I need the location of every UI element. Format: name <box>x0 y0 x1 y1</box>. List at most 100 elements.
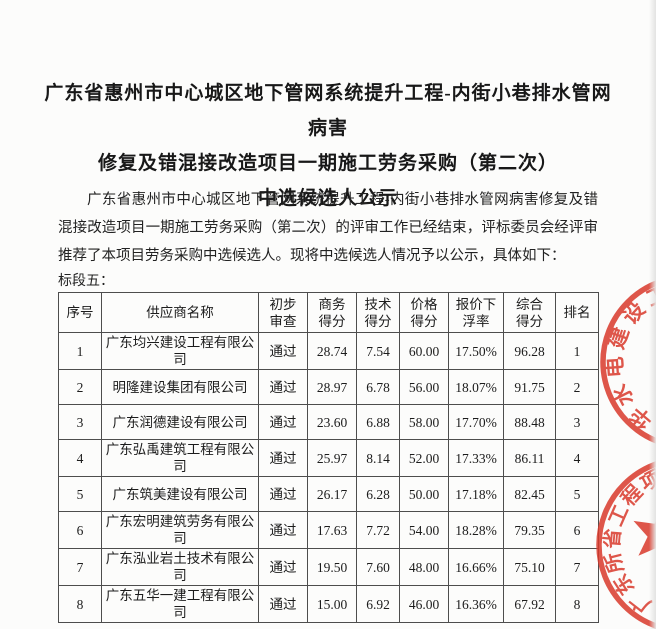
title-line-1: 广东省惠州市中心城区地下管网系统提升工程-内街小巷排水管网病害 <box>44 83 612 139</box>
cell-technical: 6.78 <box>356 369 400 405</box>
cell-supplier: 广东均兴建设工程有限公司 <box>101 332 259 370</box>
table-header-row: 序号 供应商名称 初步 审查 商务 得分 技术 得分 价格 得分 报价下 浮率 综合 得分 … <box>58 292 599 333</box>
cell-rank: 2 <box>555 369 599 405</box>
title-line-3: 中选候选人公示 <box>257 188 398 209</box>
svg-text:省: 省 <box>600 528 625 551</box>
cell-supplier: 广东筑美建设有限公司 <box>101 476 259 512</box>
cell-review: 通过 <box>258 439 308 477</box>
announcement-body: 广东省惠州市中心城区地下管网系统提升工程-内街小巷排水管网病害修复及错混接改造项… <box>58 192 598 264</box>
svg-text:东: 东 <box>608 570 639 600</box>
cell-review: 通过 <box>258 332 308 370</box>
svg-text:程: 程 <box>617 480 647 510</box>
svg-text:水: 水 <box>607 379 638 409</box>
table-row: 2 明隆建设集团有限公司 通过 28.97 6.78 56.00 18.07% … <box>58 369 599 405</box>
table-row: 8 广东五华一建工程有限公司 通过 15.00 6.92 46.00 16.36… <box>58 585 599 623</box>
header-rank: 排名 <box>555 292 599 333</box>
header-total-score: 综合 得分 <box>503 292 556 333</box>
cell-review: 通过 <box>258 548 308 586</box>
results-table: 序号 供应商名称 初步 审查 商务 得分 技术 得分 价格 得分 报价下 浮率 综合 得分 … <box>58 292 599 623</box>
cell-review: 通过 <box>258 511 308 549</box>
cell-no: 1 <box>58 332 102 370</box>
cell-business: 19.50 <box>307 548 357 586</box>
cell-supplier: 广东泓业岩土技术有限公司 <box>101 548 259 586</box>
cell-price: 48.00 <box>399 548 449 586</box>
table-row: 1 广东均兴建设工程有限公司 通过 28.74 7.54 60.00 17.50… <box>58 332 599 370</box>
cell-technical: 7.60 <box>356 548 400 586</box>
header-discount-rate: 报价下 浮率 <box>448 292 504 333</box>
header-price-score: 价格 得分 <box>399 292 449 333</box>
cell-price: 52.00 <box>399 439 449 477</box>
cell-business: 17.63 <box>307 511 357 549</box>
cell-no: 5 <box>58 476 102 512</box>
cell-total: 91.75 <box>503 369 556 405</box>
cell-price: 60.00 <box>399 332 449 370</box>
document-title: 广东省惠州市中心城区地下管网系统提升工程-内街小巷排水管网病害 修复及错混接改造… <box>40 76 616 216</box>
header-technical-score: 技术 得分 <box>356 292 400 333</box>
svg-text:设: 设 <box>618 297 650 329</box>
table-row: 6 广东宏明建筑劳务有限公司 通过 17.63 7.72 54.00 18.28… <box>58 511 599 549</box>
cell-discount: 17.50% <box>448 332 504 370</box>
cell-business: 28.74 <box>307 332 357 370</box>
cell-price: 58.00 <box>399 404 449 440</box>
header-review: 初步 审查 <box>258 292 308 333</box>
header-supplier: 供应商名称 <box>101 292 259 333</box>
cell-no: 2 <box>58 369 102 405</box>
cell-supplier: 明隆建设集团有限公司 <box>101 369 259 405</box>
cell-technical: 6.88 <box>356 404 400 440</box>
cell-supplier: 广东宏明建筑劳务有限公司 <box>101 511 259 549</box>
cell-discount: 16.66% <box>448 548 504 586</box>
cell-price: 50.00 <box>399 476 449 512</box>
cell-technical: 7.54 <box>356 332 400 370</box>
cell-total: 79.35 <box>503 511 556 549</box>
cell-business: 26.17 <box>307 476 357 512</box>
cell-no: 8 <box>58 585 102 623</box>
cell-discount: 17.70% <box>448 404 504 440</box>
scan-edge <box>649 0 656 629</box>
svg-text:工: 工 <box>605 502 633 529</box>
cell-rank: 6 <box>555 511 599 549</box>
cell-discount: 18.28% <box>448 511 504 549</box>
cell-business: 15.00 <box>307 585 357 623</box>
cell-review: 通过 <box>258 369 308 405</box>
cell-no: 4 <box>58 439 102 477</box>
cell-total: 75.10 <box>503 548 556 586</box>
cell-no: 3 <box>58 404 102 440</box>
cell-technical: 7.72 <box>356 511 400 549</box>
cell-rank: 5 <box>555 476 599 512</box>
cell-business: 25.97 <box>307 439 357 477</box>
svg-text:建: 建 <box>604 324 634 352</box>
svg-text:所: 所 <box>601 550 628 575</box>
cell-supplier: 广东弘禹建筑工程有限公司 <box>101 439 259 477</box>
cell-discount: 18.07% <box>448 369 504 405</box>
cell-technical: 6.28 <box>356 476 400 512</box>
cell-discount: 17.18% <box>448 476 504 512</box>
section-label: 标段五： <box>58 274 114 289</box>
title-line-2: 修复及错混接改造项目一期施工劳务采购（第二次） <box>97 153 558 174</box>
cell-total: 67.92 <box>503 585 556 623</box>
table-row: 3 广东润德建设有限公司 通过 23.60 6.88 58.00 17.70% … <box>58 404 599 440</box>
table-row: 4 广东弘禹建筑工程有限公司 通过 25.97 8.14 52.00 17.33… <box>58 439 599 477</box>
table-row: 5 广东筑美建设有限公司 通过 26.17 6.28 50.00 17.18% … <box>58 476 599 512</box>
cell-total: 96.28 <box>503 332 556 370</box>
cell-rank: 4 <box>555 439 599 477</box>
cell-review: 通过 <box>258 476 308 512</box>
cell-technical: 6.92 <box>356 585 400 623</box>
cell-supplier: 广东润德建设有限公司 <box>101 404 259 440</box>
table-row: 7 广东泓业岩土技术有限公司 通过 19.50 7.60 48.00 16.66… <box>58 548 599 586</box>
cell-business: 28.97 <box>307 369 357 405</box>
svg-text:电: 电 <box>602 356 627 379</box>
cell-price: 46.00 <box>399 585 449 623</box>
cell-technical: 8.14 <box>356 439 400 477</box>
cell-business: 23.60 <box>307 404 357 440</box>
cell-review: 通过 <box>258 404 308 440</box>
cell-total: 86.11 <box>503 439 556 477</box>
header-no: 序号 <box>58 292 102 333</box>
cell-supplier: 广东五华一建工程有限公司 <box>101 585 259 623</box>
cell-discount: 17.33% <box>448 439 504 477</box>
cell-price: 56.00 <box>399 369 449 405</box>
cell-total: 82.45 <box>503 476 556 512</box>
header-business-score: 商务 得分 <box>307 292 357 333</box>
cell-no: 6 <box>58 511 102 549</box>
cell-rank: 1 <box>555 332 599 370</box>
